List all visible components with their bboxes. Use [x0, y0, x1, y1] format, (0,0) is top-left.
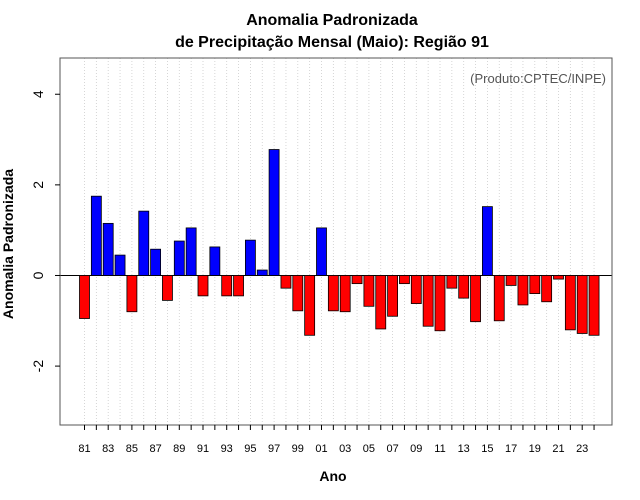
- bar-2006: [375, 275, 387, 330]
- chart-title-line1: Anomalia Padronizada: [246, 12, 418, 29]
- bar-2004: [351, 275, 363, 285]
- x-tick-label: 85: [126, 443, 138, 455]
- bar-2008: [399, 275, 410, 285]
- x-tick-label: 91: [197, 443, 209, 455]
- chart-title-line2: de Precipitação Mensal (Maio): Região 91: [175, 34, 489, 51]
- x-tick-label: 21: [552, 443, 564, 455]
- bar-2015: [481, 206, 493, 276]
- y-axis: -2 0 2 4: [30, 90, 60, 372]
- bar-1999: [292, 275, 304, 312]
- y-axis-label: Anomalia Padronizada: [0, 169, 16, 319]
- x-tick-label: 09: [410, 443, 422, 455]
- x-tick-label: 17: [505, 443, 517, 455]
- bar-2016: [493, 275, 505, 322]
- bar-2012: [446, 275, 458, 289]
- plot-frame: [59, 57, 613, 426]
- bar-2018: [517, 275, 529, 306]
- x-tick-label: 13: [458, 443, 470, 455]
- x-axis: 81 83 85 87 89 91 93 95 97 99 01 03 05 07 09 11 13 15 17 19…: [78, 425, 595, 455]
- bar-2022: [564, 275, 576, 331]
- bar-2010: [422, 275, 434, 327]
- y-tick-label: 2: [30, 181, 46, 189]
- x-tick-label: 87: [149, 443, 161, 455]
- x-tick-label: 81: [78, 443, 90, 455]
- bar-1993: [221, 275, 233, 297]
- bar-2003: [339, 275, 351, 313]
- bar-1992: [209, 246, 221, 276]
- x-tick-label: 05: [363, 443, 375, 455]
- x-tick-label: 11: [434, 443, 445, 455]
- bar-1986: [138, 210, 150, 276]
- bar-1988: [162, 275, 173, 301]
- x-axis-label: Ano: [319, 468, 346, 484]
- bar-1994: [233, 275, 244, 297]
- vertical-grid: [84, 58, 595, 425]
- bar-1989: [173, 240, 185, 276]
- bar-2009: [410, 275, 422, 304]
- bar-2005: [363, 275, 375, 307]
- x-tick-label: 93: [221, 443, 233, 455]
- bars-group: [79, 149, 600, 336]
- x-tick-label: 97: [268, 443, 280, 455]
- x-tick-label: 01: [315, 443, 327, 455]
- y-tick-label: -2: [30, 360, 46, 373]
- x-tick-label: 83: [102, 443, 114, 455]
- x-tick-label: 89: [173, 443, 185, 455]
- bar-2019: [529, 275, 541, 295]
- bar-1981: [79, 275, 90, 319]
- bar-2014: [470, 275, 481, 323]
- y-tick-label: 4: [30, 90, 46, 98]
- bar-1997: [268, 149, 280, 276]
- source-note: (Produto:CPTEC/INPE): [470, 71, 606, 86]
- x-tick-label: 23: [576, 443, 588, 455]
- bar-2013: [458, 275, 470, 299]
- bar-2002: [327, 275, 339, 312]
- bar-1990: [185, 227, 197, 276]
- bar-1987: [150, 248, 162, 276]
- bar-1984: [114, 254, 126, 276]
- bar-1985: [126, 275, 138, 313]
- x-tick-label: 99: [292, 443, 304, 455]
- bar-1996: [256, 269, 268, 276]
- bar-2024: [588, 275, 600, 336]
- x-tick-label: 95: [244, 443, 256, 455]
- y-tick-label: 0: [30, 271, 46, 279]
- bar-2007: [387, 275, 399, 317]
- bar-1982: [90, 195, 102, 276]
- x-tick-label: 19: [529, 443, 541, 455]
- x-tick-label: 07: [386, 443, 398, 455]
- bar-2021: [553, 275, 564, 280]
- bar-1995: [244, 239, 256, 276]
- x-tick-label: 03: [339, 443, 351, 455]
- bar-2001: [316, 227, 327, 276]
- bar-2020: [541, 275, 553, 303]
- x-tick-label: 15: [481, 443, 493, 455]
- bar-1983: [102, 222, 114, 276]
- bar-1998: [280, 275, 292, 289]
- bar-2011: [434, 275, 446, 332]
- bar-2000: [304, 275, 316, 336]
- bar-2023: [576, 275, 588, 334]
- bar-2017: [505, 275, 517, 286]
- bar-1991: [197, 275, 209, 297]
